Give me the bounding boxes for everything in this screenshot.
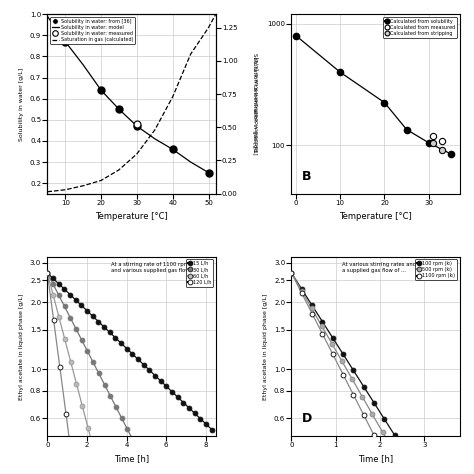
Text: At various stirring rates and
a supplied gas flow of ...: At various stirring rates and a supplied…	[342, 262, 416, 273]
Legend: Calculated from solubility, Calculated from measured, Calculated from stripping: Calculated from solubility, Calculated f…	[383, 17, 457, 38]
Text: At a stirring rate of 1100 rpm
and various supplied gas flows: At a stirring rate of 1100 rpm and vario…	[111, 262, 192, 273]
Y-axis label: Ethyl acetate in liquid phase [g/L]: Ethyl acetate in liquid phase [g/L]	[264, 293, 268, 400]
X-axis label: Temperature [°C]: Temperature [°C]	[95, 211, 168, 220]
Legend: 15 L/h, 30 L/h, 60 L/h, 120 L/h: 15 L/h, 30 L/h, 60 L/h, 120 L/h	[186, 259, 213, 286]
Text: B: B	[301, 170, 311, 183]
Y-axis label: Partition coefficient K$_{EAL/G}$ [L/L]: Partition coefficient K$_{EAL/G}$ [L/L]	[254, 55, 262, 153]
Text: D: D	[301, 412, 312, 425]
X-axis label: Temperature [°C]: Temperature [°C]	[339, 211, 412, 220]
Y-axis label: Ethyl acetate in liquid phase [g/L]: Ethyl acetate in liquid phase [g/L]	[19, 293, 24, 400]
X-axis label: Time [h]: Time [h]	[358, 454, 393, 463]
Legend: Solubility in water: from [36], Solubility in water: model, Solubility in water:: Solubility in water: from [36], Solubili…	[50, 17, 136, 44]
Y-axis label: Solubility in water [g/L]: Solubility in water [g/L]	[19, 67, 24, 141]
X-axis label: Time [h]: Time [h]	[114, 454, 149, 463]
Legend: 100 rpm (kₗ), 500 rpm (kₗ), 1100 rpm (kₗ): 100 rpm (kₗ), 500 rpm (kₗ), 1100 rpm (kₗ…	[415, 259, 457, 280]
Y-axis label: Saturation concentration in gas [g/L]: Saturation concentration in gas [g/L]	[252, 53, 256, 155]
